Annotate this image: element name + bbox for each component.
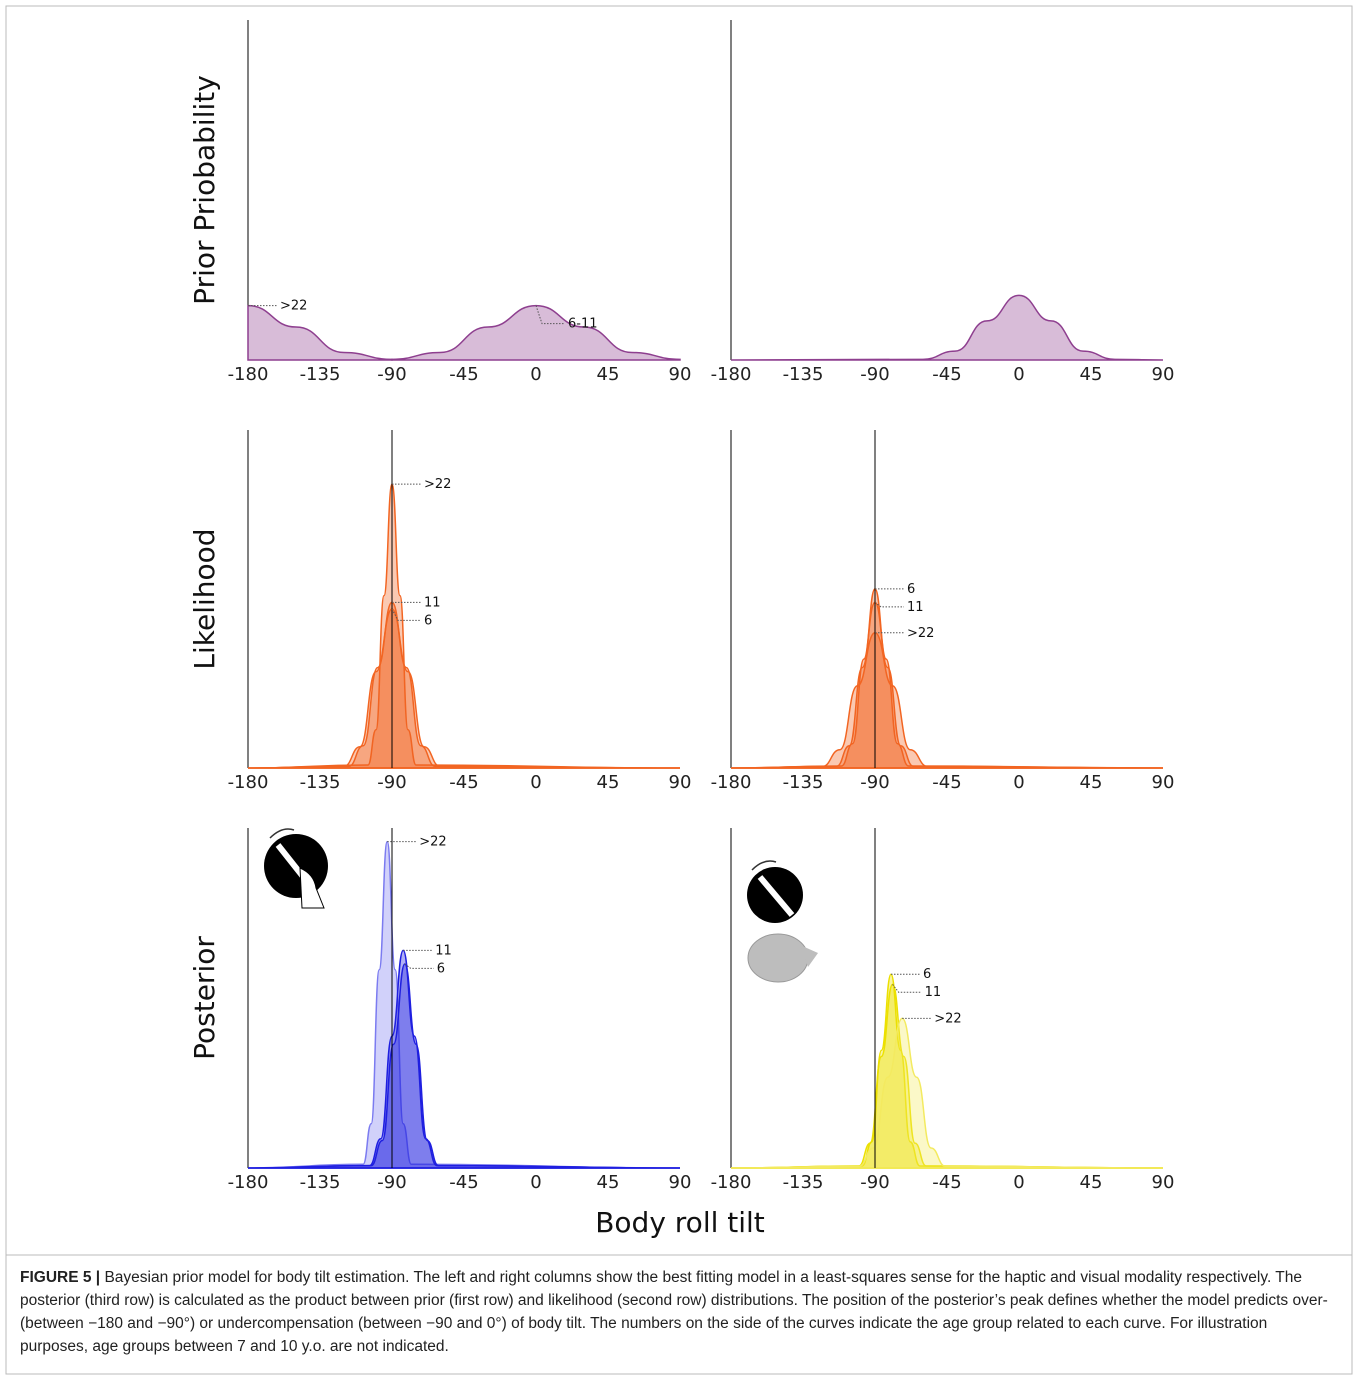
curve-label: 11 — [435, 943, 452, 958]
label-leader — [535, 305, 565, 325]
x-tick-label: 90 — [669, 364, 692, 385]
density-curve — [247, 304, 393, 361]
frame — [5, 5, 1353, 1375]
label-leader — [874, 601, 904, 608]
label-leader — [892, 984, 922, 993]
x-tick-label: -90 — [860, 1172, 889, 1193]
x-tick-label: -180 — [228, 772, 269, 793]
x-tick-label: 45 — [597, 1172, 620, 1193]
x-tick-label: -90 — [377, 1172, 406, 1193]
y-axis-title: Posterior — [188, 936, 221, 1060]
caption-text: Bayesian prior model for body tilt estim… — [20, 1269, 1328, 1355]
curve-label: >22 — [419, 835, 446, 850]
curve-label: 6 — [923, 967, 931, 982]
x-tick-label: 90 — [1152, 364, 1175, 385]
x-tick-label: -45 — [932, 1172, 961, 1193]
curve-label: 6 — [907, 582, 915, 597]
density-curve — [730, 632, 1164, 769]
x-tick-label: 0 — [1013, 1172, 1024, 1193]
x-tick-label: -135 — [783, 772, 824, 793]
haptic-icon — [264, 828, 328, 909]
density-curve — [247, 483, 681, 769]
density-curve — [247, 601, 681, 769]
x-tick-label: 0 — [530, 364, 541, 385]
curve-label: >22 — [907, 626, 934, 641]
curve-label: 11 — [925, 985, 942, 1000]
x-tick-label: 0 — [530, 1172, 541, 1193]
density-curve — [247, 608, 681, 769]
x-tick-label: 45 — [597, 364, 620, 385]
x-tick-label: -180 — [711, 364, 752, 385]
x-tick-label: -90 — [377, 364, 406, 385]
curve-label: 11 — [424, 595, 441, 610]
density-curve — [391, 304, 681, 361]
x-tick-label: -180 — [711, 1172, 752, 1193]
x-tick-label: 90 — [1152, 772, 1175, 793]
density-curve — [247, 949, 681, 1169]
density-curve — [730, 1017, 1164, 1169]
x-tick-label: -45 — [449, 364, 478, 385]
x-tick-label: -45 — [449, 772, 478, 793]
y-axis-title: Likelihood — [188, 528, 221, 669]
density-curve — [730, 294, 1164, 361]
x-tick-label: -45 — [932, 364, 961, 385]
x-axis-title: Body roll tilt — [595, 1206, 765, 1239]
density-curve — [247, 963, 681, 1169]
x-tick-label: -135 — [783, 1172, 824, 1193]
curve-label: >22 — [934, 1011, 961, 1026]
x-tick-label: -135 — [783, 364, 824, 385]
x-tick-label: 45 — [1080, 1172, 1103, 1193]
x-tick-label: -180 — [228, 1172, 269, 1193]
label-leader — [391, 608, 421, 621]
x-tick-label: -45 — [932, 772, 961, 793]
x-tick-label: -90 — [860, 772, 889, 793]
curve-label: >22 — [280, 299, 307, 314]
curve-label: >22 — [424, 477, 451, 492]
x-tick-label: 90 — [669, 772, 692, 793]
x-tick-label: 45 — [597, 772, 620, 793]
y-axis-title: Prior Priobability — [188, 75, 221, 305]
density-curve — [730, 973, 1164, 1169]
x-tick-label: 90 — [1152, 1172, 1175, 1193]
x-tick-label: -90 — [860, 364, 889, 385]
caption: FIGURE 5 | Bayesian prior model for body… — [20, 1266, 1338, 1358]
density-curve — [730, 588, 1164, 769]
x-tick-label: 90 — [669, 1172, 692, 1193]
x-tick-label: 0 — [1013, 364, 1024, 385]
visual-icon — [747, 860, 818, 983]
x-tick-label: 0 — [1013, 772, 1024, 793]
x-tick-label: -135 — [300, 364, 341, 385]
x-tick-label: 45 — [1080, 364, 1103, 385]
caption-label: FIGURE 5 | — [20, 1269, 101, 1286]
density-curve — [730, 601, 1164, 769]
density-curve — [247, 840, 681, 1169]
x-tick-label: -45 — [449, 1172, 478, 1193]
x-tick-label: -90 — [377, 772, 406, 793]
x-tick-label: 45 — [1080, 772, 1103, 793]
curve-label: 6-11 — [568, 317, 598, 332]
curve-label: 6 — [424, 613, 432, 628]
x-tick-label: -180 — [711, 772, 752, 793]
x-tick-label: 0 — [530, 772, 541, 793]
x-tick-label: -180 — [228, 364, 269, 385]
curve-label: 11 — [907, 600, 924, 615]
label-leader — [404, 963, 434, 969]
x-tick-label: -135 — [300, 772, 341, 793]
curve-label: 6 — [437, 961, 445, 976]
x-tick-label: -135 — [300, 1172, 341, 1193]
